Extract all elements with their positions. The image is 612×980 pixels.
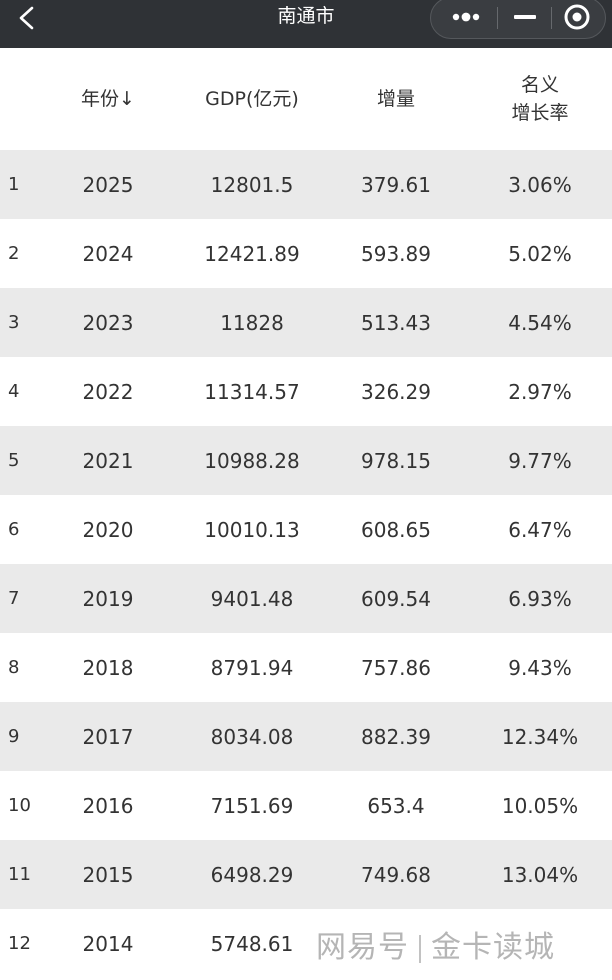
capsule-divider — [551, 7, 552, 29]
row-increase: 978.15 — [361, 448, 431, 473]
header-rate-line2: 增长率 — [511, 102, 569, 124]
row-increase: 609.54 — [361, 586, 431, 611]
table-row: 4 2022 11314.57 326.29 2.97% — [0, 357, 612, 426]
row-gdp: 8034.08 — [210, 724, 294, 749]
more-button[interactable] — [439, 0, 493, 38]
row-year: 2015 — [82, 862, 134, 887]
target-close-icon — [564, 4, 590, 30]
row-gdp: 10010.13 — [204, 517, 300, 542]
table-row: 7 2019 9401.48 609.54 6.93% — [0, 564, 612, 633]
row-year: 2019 — [82, 586, 134, 611]
row-increase: 513.43 — [361, 310, 431, 335]
row-year: 2025 — [82, 172, 134, 197]
row-rate: 9.43% — [508, 655, 572, 680]
row-gdp: 8791.94 — [210, 655, 294, 680]
row-year: 2022 — [82, 379, 134, 404]
table-row: 8 2018 8791.94 757.86 9.43% — [0, 633, 612, 702]
row-increase: 593.89 — [361, 241, 431, 266]
chevron-left-icon — [19, 6, 34, 30]
row-gdp: 11314.57 — [204, 379, 300, 404]
minus-icon — [514, 15, 536, 19]
row-gdp: 5748.61 — [210, 931, 294, 956]
row-year: 2020 — [82, 517, 134, 542]
minimize-button[interactable] — [503, 0, 547, 38]
mini-program-capsule — [430, 0, 606, 39]
table-row: 9 2017 8034.08 882.39 12.34% — [0, 702, 612, 771]
row-rate: 3.06% — [508, 172, 572, 197]
capsule-divider — [497, 7, 498, 29]
row-rate: 5.02% — [508, 241, 572, 266]
table-row: 11 2015 6498.29 749.68 13.04% — [0, 840, 612, 909]
header-rate[interactable]: 名义 增长率 — [470, 48, 610, 150]
row-index: 12 — [8, 933, 31, 954]
row-gdp: 12421.89 — [204, 241, 300, 266]
table-row: 3 2023 11828 513.43 4.54% — [0, 288, 612, 357]
row-index: 10 — [8, 795, 31, 816]
top-bar: 南通市 — [0, 0, 612, 48]
row-index: 9 — [8, 726, 20, 747]
row-rate: 6.47% — [508, 517, 572, 542]
table-row: 5 2021 10988.28 978.15 9.77% — [0, 426, 612, 495]
row-rate: 12.34% — [501, 724, 579, 749]
row-increase: 608.65 — [361, 517, 431, 542]
row-rate: 4.54% — [508, 310, 572, 335]
row-index: 1 — [8, 174, 20, 195]
row-gdp: 9401.48 — [210, 586, 294, 611]
row-rate: 6.93% — [508, 586, 572, 611]
row-year: 2021 — [82, 448, 134, 473]
row-year: 2023 — [82, 310, 134, 335]
close-button[interactable] — [557, 0, 601, 38]
table-row: 2 2024 12421.89 593.89 5.02% — [0, 219, 612, 288]
row-increase: 653.4 — [367, 793, 425, 818]
row-increase: 749.68 — [361, 862, 431, 887]
row-year: 2018 — [82, 655, 134, 680]
table-row: 10 2016 7151.69 653.4 10.05% — [0, 771, 612, 840]
table-row: 6 2020 10010.13 608.65 6.47% — [0, 495, 612, 564]
row-index: 7 — [8, 588, 20, 609]
header-rate-line1: 名义 — [520, 74, 559, 96]
row-rate: 10.05% — [501, 793, 579, 818]
row-year: 2014 — [82, 931, 134, 956]
table-row: 1 2025 12801.5 379.61 3.06% — [0, 150, 612, 219]
row-rate: 2.97% — [508, 379, 572, 404]
row-year: 2017 — [82, 724, 134, 749]
row-index: 4 — [8, 381, 20, 402]
table-header: 年份↓ GDP(亿元) 增量 名义 增长率 — [0, 48, 612, 150]
row-index: 2 — [8, 243, 20, 264]
row-gdp: 6498.29 — [210, 862, 294, 887]
row-rate: 13.04% — [501, 862, 579, 887]
watermark: 网易号 金卡读城 — [316, 922, 555, 966]
row-index: 11 — [8, 864, 31, 885]
row-year: 2016 — [82, 793, 134, 818]
row-gdp: 7151.69 — [210, 793, 294, 818]
back-button[interactable] — [12, 4, 44, 36]
row-index: 3 — [8, 312, 20, 333]
header-gdp[interactable]: GDP(亿元) — [205, 88, 299, 110]
row-index: 5 — [8, 450, 20, 471]
row-gdp: 11828 — [220, 310, 284, 335]
row-index: 6 — [8, 519, 20, 540]
row-rate: 9.77% — [508, 448, 572, 473]
row-index: 8 — [8, 657, 20, 678]
row-gdp: 10988.28 — [204, 448, 300, 473]
header-increase[interactable]: 增量 — [376, 88, 415, 110]
watermark-left: 网易号 — [316, 930, 409, 965]
table-row: 12 2014 5748.61 — [0, 909, 612, 978]
watermark-right: 金卡读城 — [431, 930, 555, 965]
header-year[interactable]: 年份↓ — [81, 88, 135, 110]
page-title: 南通市 — [277, 5, 335, 27]
row-gdp: 12801.5 — [210, 172, 294, 197]
row-year: 2024 — [82, 241, 134, 266]
row-increase: 882.39 — [361, 724, 431, 749]
row-increase: 757.86 — [361, 655, 431, 680]
more-dots-icon — [452, 12, 480, 22]
watermark-divider — [419, 934, 421, 963]
row-increase: 326.29 — [361, 379, 431, 404]
row-increase: 379.61 — [361, 172, 431, 197]
